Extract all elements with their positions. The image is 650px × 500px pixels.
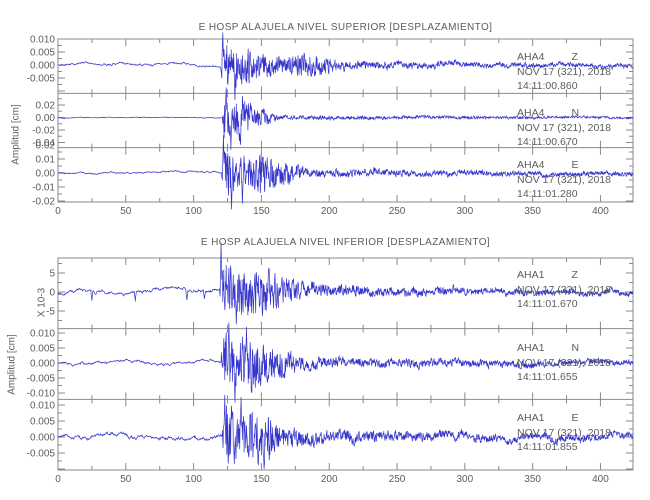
trace-annotation-aha1-n: AHA1 N NOV 17 (321), 2018 14:11:01.655 [517, 341, 611, 385]
x-tick-label: 350 [524, 474, 541, 485]
y-tick-label: 0.00 [36, 113, 56, 124]
trace-time: 14:11:01.655 [517, 371, 578, 383]
trace-time: 14:11:01.280 [517, 188, 578, 200]
trace-annotation-aha1-z: AHA1 Z NOV 17 (321), 2018 14:11:01.670 [517, 268, 611, 312]
x-tick-label: 100 [185, 474, 202, 485]
x-tick-label: 300 [456, 474, 473, 485]
y-tick-label: -0.01 [32, 183, 55, 194]
y-tick-label: 5 [49, 269, 55, 280]
trace-date: NOV 17 (321), 2018 [517, 426, 611, 439]
y-tick-label: 0.02 [36, 101, 56, 112]
panel-1: 50-50.0100.0050.000-0.005-0.0100.0100.00… [27, 242, 634, 485]
trace-annotation-aha4-e: AHA4 E NOV 17 (321), 2018 14:11:01.280 [517, 158, 611, 202]
y-axis-label-superior: Amplitud [cm] [10, 104, 22, 165]
y-tick-label: -0.02 [32, 126, 55, 137]
panel-title-superior: E HOSP ALAJUELA NIVEL SUPERIOR [DESPLAZA… [198, 22, 493, 33]
x-tick-label: 350 [524, 206, 541, 217]
y-tick-label: 0.005 [30, 417, 55, 428]
y-tick-label: 0.01 [36, 155, 56, 166]
x-tick-label: 100 [185, 206, 202, 217]
y-tick-label: -0.04 [32, 138, 55, 149]
panel-1-frame [57, 257, 634, 471]
x-tick-label: 150 [253, 206, 270, 217]
x-tick-label: 400 [592, 206, 609, 217]
x-tick-label: 0 [55, 474, 61, 485]
x-tick-label: 400 [592, 474, 609, 485]
y-tick-label: 0.000 [30, 61, 55, 72]
y-tick-label: 0.000 [30, 433, 55, 444]
y-tick-label: 0.005 [30, 48, 55, 59]
x-tick-label: 150 [253, 474, 270, 485]
trace-date: NOV 17 (321), 2018 [517, 121, 611, 134]
y-axis-label-inferior: Amplitud [cm] [6, 334, 18, 395]
y-tick-label: -0.005 [27, 449, 56, 460]
x-tick-label: 200 [321, 206, 338, 217]
panel-0-frame [57, 38, 634, 203]
y-tick-label: 0.005 [30, 344, 55, 355]
trace-date: NOV 17 (321), 2018 [517, 356, 611, 369]
station-code: AHA1 [517, 412, 545, 424]
x-tick-label: 200 [321, 474, 338, 485]
trace-annotation-aha4-z: AHA4 Z NOV 17 (321), 2018 14:11:00.860 [517, 50, 611, 94]
trace-date: NOV 17 (321), 2018 [517, 65, 611, 78]
y-tick-label: 0.010 [30, 401, 55, 412]
trace-time: 14:11:01.855 [517, 441, 578, 453]
y-scale-multiplier-label: X 10-3 [36, 287, 48, 318]
y-tick-label: -0.010 [27, 389, 56, 400]
trace-annotation-aha1-e: AHA1 E NOV 17 (321), 2018 14:11:01.855 [517, 411, 611, 455]
trace-time: 14:11:01.670 [517, 298, 578, 310]
y-tick-label: 0.010 [30, 329, 55, 340]
station-code: AHA4 [517, 51, 545, 63]
y-tick-label: 0 [49, 288, 55, 299]
y-tick-label: -0.02 [32, 197, 55, 208]
component-code: Z [571, 269, 578, 281]
component-code: Z [571, 51, 578, 63]
trace-annotation-aha4-n: AHA4 N NOV 17 (321), 2018 14:11:00.670 [517, 106, 611, 150]
trace-AHA4-N-waveform [57, 87, 634, 151]
trace-date: NOV 17 (321), 2018 [517, 283, 611, 296]
x-tick-label: 250 [389, 206, 406, 217]
x-tick-label: 300 [456, 206, 473, 217]
station-code: AHA4 [517, 159, 545, 171]
trace-time: 14:11:00.860 [517, 80, 578, 92]
trace-AHA1-Z-waveform [57, 242, 634, 325]
panel-0: 0.0100.0050.000-0.0050.020.00-0.02-0.040… [27, 32, 634, 217]
y-tick-label: -0.005 [27, 74, 56, 85]
x-tick-label: 250 [389, 474, 406, 485]
trace-date: NOV 17 (321), 2018 [517, 173, 611, 186]
x-tick-label: 50 [120, 474, 132, 485]
y-tick-label: -5 [46, 307, 55, 318]
component-code: N [571, 107, 580, 119]
y-tick-label: -0.005 [27, 374, 56, 385]
trace-AHA1-N-waveform [57, 322, 634, 403]
trace-AHA4-Z-waveform [57, 32, 634, 101]
trace-time: 14:11:00.670 [517, 136, 578, 148]
component-code: N [571, 342, 580, 354]
panel-title-inferior: E HOSP ALAJUELA NIVEL INFERIOR [DESPLAZA… [200, 237, 491, 248]
component-code: E [571, 159, 579, 171]
trace-AHA4-E-waveform [58, 135, 634, 210]
station-code: AHA1 [517, 342, 545, 354]
y-tick-label: 0.00 [36, 169, 56, 180]
station-code: AHA4 [517, 107, 545, 119]
trace-AHA1-E-waveform [57, 394, 634, 469]
x-tick-label: 50 [120, 206, 132, 217]
y-tick-label: 0.010 [30, 35, 55, 46]
station-code: AHA1 [517, 269, 545, 281]
y-tick-label: 0.02 [36, 141, 56, 152]
y-tick-label: 0.000 [30, 359, 55, 370]
component-code: E [571, 412, 579, 424]
x-tick-label: 0 [55, 206, 61, 217]
